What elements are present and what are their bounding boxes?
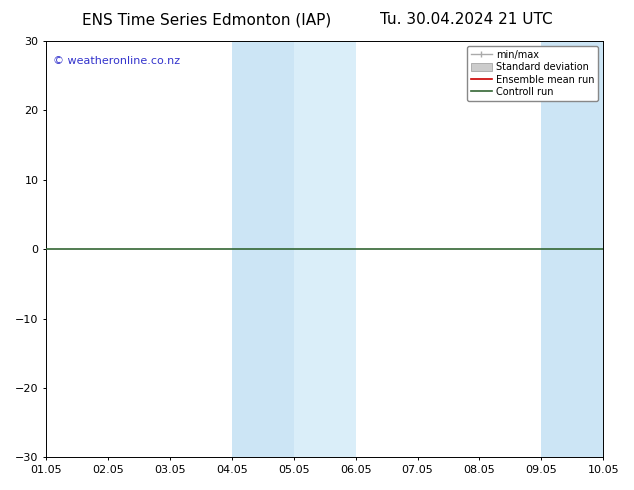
Text: © weatheronline.co.nz: © weatheronline.co.nz [53, 56, 180, 66]
Bar [232, 41, 294, 457]
Bar [294, 41, 356, 457]
Bar [603, 41, 634, 457]
Bar [541, 41, 603, 457]
Legend: min/max, Standard deviation, Ensemble mean run, Controll run: min/max, Standard deviation, Ensemble me… [467, 46, 598, 101]
Text: ENS Time Series Edmonton (IAP): ENS Time Series Edmonton (IAP) [82, 12, 332, 27]
Text: Tu. 30.04.2024 21 UTC: Tu. 30.04.2024 21 UTC [380, 12, 553, 27]
